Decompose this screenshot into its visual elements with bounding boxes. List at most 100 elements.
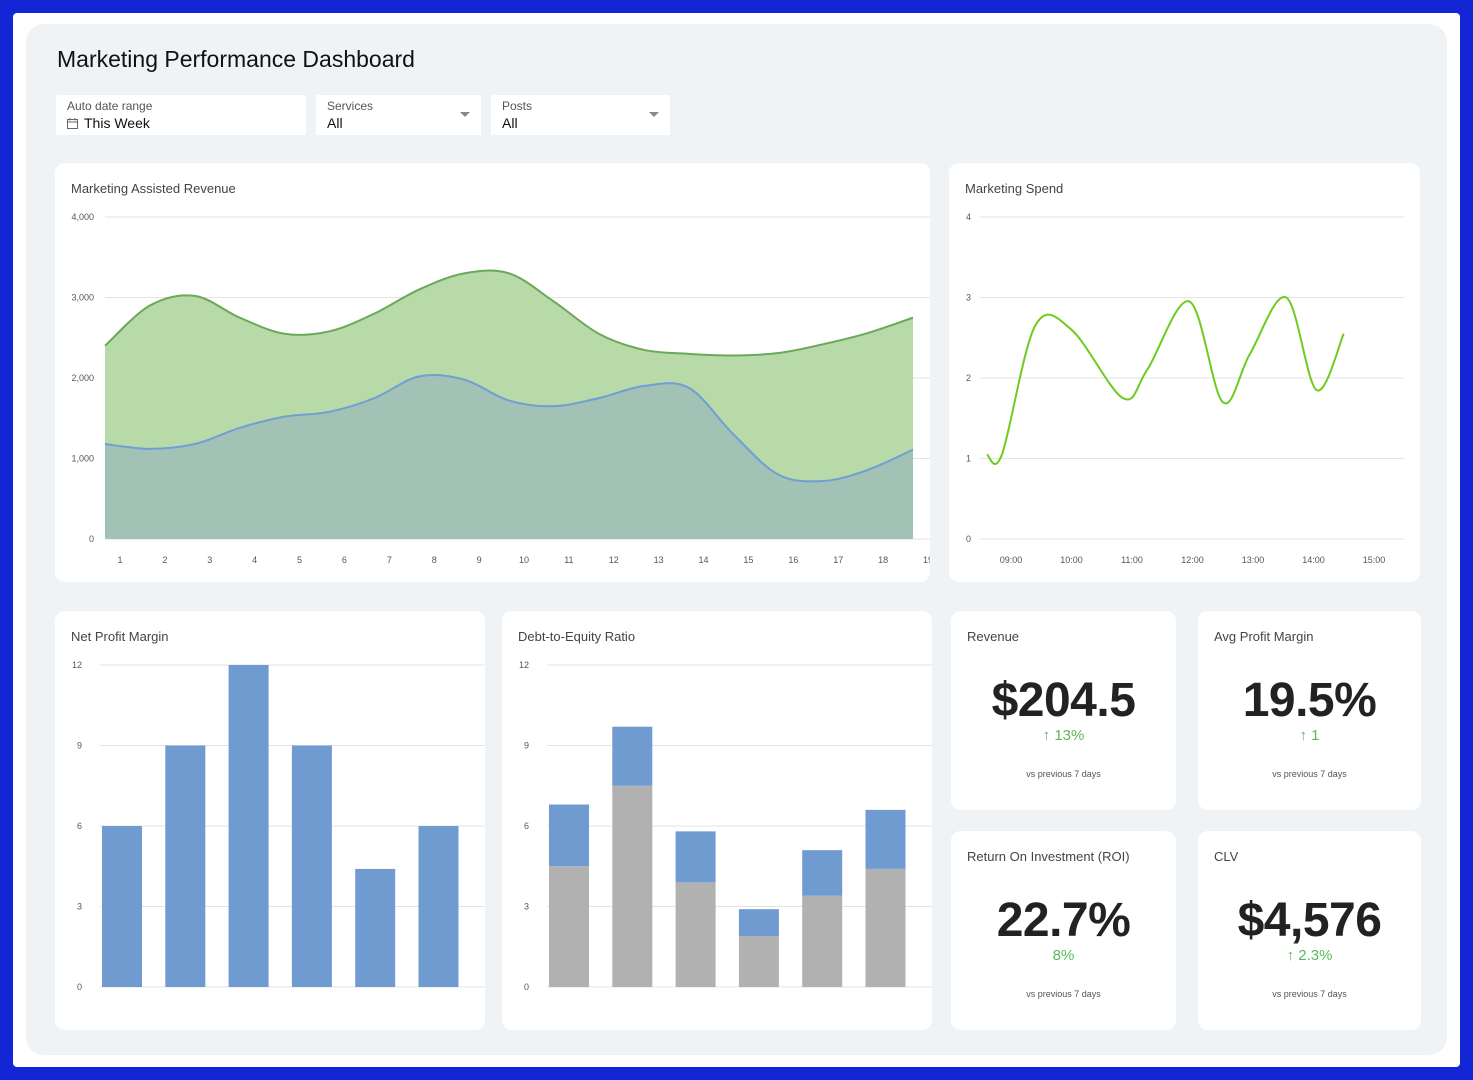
bar-segment <box>612 726 653 786</box>
filter-label: Auto date range <box>67 99 153 113</box>
bar <box>355 868 396 987</box>
x-tick-label: 10:00 <box>1060 555 1083 565</box>
kpi-title: Avg Profit Margin <box>1214 629 1314 644</box>
x-tick-label: 3 <box>207 555 212 565</box>
x-tick-label: 11:00 <box>1121 555 1143 565</box>
bar-segment <box>675 882 716 987</box>
y-tick-label: 9 <box>77 741 82 751</box>
filter-label: Services <box>327 99 374 113</box>
x-tick-label: 5 <box>297 555 302 565</box>
x-tick-label: 14 <box>699 555 709 565</box>
arrow-up-icon: ↑ <box>1042 727 1055 744</box>
x-tick-label: 14:00 <box>1302 555 1325 565</box>
x-tick-label: 7 <box>387 555 392 565</box>
y-tick-label: 0 <box>89 534 94 544</box>
x-tick-label: 12:00 <box>1181 555 1204 565</box>
y-tick-label: 0 <box>77 982 82 992</box>
x-tick-label: 9 <box>477 555 482 565</box>
y-tick-label: 9 <box>524 741 529 751</box>
y-tick-label: 3 <box>524 902 529 912</box>
bar-segment <box>802 850 843 896</box>
x-tick-label: 11 <box>564 555 573 565</box>
y-tick-label: 0 <box>524 982 529 992</box>
bar-segment <box>612 785 653 987</box>
series-area <box>105 374 913 539</box>
kpi-note: vs previous 7 days <box>1272 989 1347 999</box>
bar <box>102 826 142 987</box>
x-tick-label: 6 <box>342 555 347 565</box>
posts-filter[interactable]: Posts All <box>491 95 670 135</box>
chart-title: Marketing Spend <box>965 181 1064 196</box>
series-line <box>104 269 914 357</box>
chevron-down-icon <box>460 112 470 117</box>
chevron-down-icon <box>649 112 659 117</box>
bar-segment <box>865 868 906 987</box>
x-tick-label: 15 <box>743 555 753 565</box>
series-line <box>985 296 1345 465</box>
x-tick-label: 19 <box>923 555 930 565</box>
kpi-card-avg-profit-margin: Avg Profit Margin 19.5% ↑ 1 vs previous … <box>1198 611 1421 810</box>
chart-title: Debt-to-Equity Ratio <box>518 629 636 644</box>
kpi-value: 19.5% <box>1242 674 1377 727</box>
x-tick-label: 13:00 <box>1242 555 1265 565</box>
y-tick-label: 0 <box>966 534 971 544</box>
x-tick-label: 8 <box>432 555 437 565</box>
page-title: Marketing Performance Dashboard <box>57 46 415 72</box>
revenue-chart-card: Marketing Assisted Revenue 0 1,000 2,000 3,… <box>55 163 930 582</box>
calendar-icon <box>67 118 78 129</box>
y-tick-label: 2 <box>966 373 971 383</box>
filter-value: All <box>502 115 518 131</box>
bar-segment <box>865 809 906 869</box>
x-tick-label: 15:00 <box>1363 555 1386 565</box>
x-tick-label: 09:00 <box>1000 555 1023 565</box>
kpi-card-revenue: Revenue $204.5 ↑ 13% vs previous 7 days <box>951 611 1176 810</box>
x-tick-label: 10 <box>519 555 529 565</box>
chart-title: Marketing Assisted Revenue <box>71 181 236 196</box>
y-tick-label: 3 <box>966 293 971 303</box>
arrow-up-icon: ↑ <box>1286 947 1299 964</box>
x-tick-label: 12 <box>609 555 619 565</box>
kpi-value: 22.7% <box>996 894 1131 947</box>
kpi-title: Return On Investment (ROI) <box>967 849 1130 864</box>
kpi-change: 2.3% <box>1298 947 1333 964</box>
filter-value: This Week <box>84 115 150 131</box>
chart-title: Net Profit Margin <box>71 629 169 644</box>
kpi-title: Revenue <box>967 629 1020 644</box>
y-tick-label: 4 <box>966 212 971 222</box>
series-line <box>104 373 914 483</box>
kpi-value: $4,576 <box>1237 894 1382 947</box>
y-tick-label: 12 <box>519 660 529 670</box>
bar-segment <box>549 866 589 987</box>
kpi-note: vs previous 7 days <box>1026 769 1101 779</box>
kpi-change: 1 <box>1311 727 1320 744</box>
kpi-value: $204.5 <box>991 674 1136 727</box>
services-filter[interactable]: Services All <box>316 95 481 135</box>
arrow-up-icon: ↑ <box>1299 727 1312 744</box>
y-tick-label: 12 <box>72 660 82 670</box>
x-tick-label: 16 <box>788 555 798 565</box>
kpi-note: vs previous 7 days <box>1272 769 1347 779</box>
x-tick-label: 2 <box>162 555 167 565</box>
net-profit-bar-chart: 0 3 6 9 12 <box>72 660 485 992</box>
filter-label: Posts <box>502 99 533 113</box>
y-tick-label: 3,000 <box>71 293 94 303</box>
date-range-filter[interactable]: Auto date range This Week <box>56 95 306 135</box>
y-tick-label: 1 <box>966 454 971 464</box>
bar-segment <box>802 895 843 987</box>
x-tick-label: 4 <box>252 555 257 565</box>
filter-value: All <box>327 115 343 131</box>
y-tick-label: 2,000 <box>71 373 94 383</box>
y-tick-label: 4,000 <box>71 212 94 222</box>
x-tick-label: 1 <box>117 555 122 565</box>
bar-segment <box>738 936 779 987</box>
bar <box>165 745 206 987</box>
kpi-card-roi: Return On Investment (ROI) 22.7% 8% vs p… <box>951 831 1176 1030</box>
y-tick-label: 1,000 <box>71 454 94 464</box>
debt-equity-chart-card: Debt-to-Equity Ratio 0 3 6 9 12 <box>502 611 932 1030</box>
net-profit-chart-card: Net Profit Margin 0 3 6 9 12 <box>55 611 485 1030</box>
kpi-note: vs previous 7 days <box>1026 989 1101 999</box>
bar <box>228 665 269 987</box>
kpi-change: 13% <box>1054 727 1085 744</box>
kpi-title: CLV <box>1214 849 1239 864</box>
